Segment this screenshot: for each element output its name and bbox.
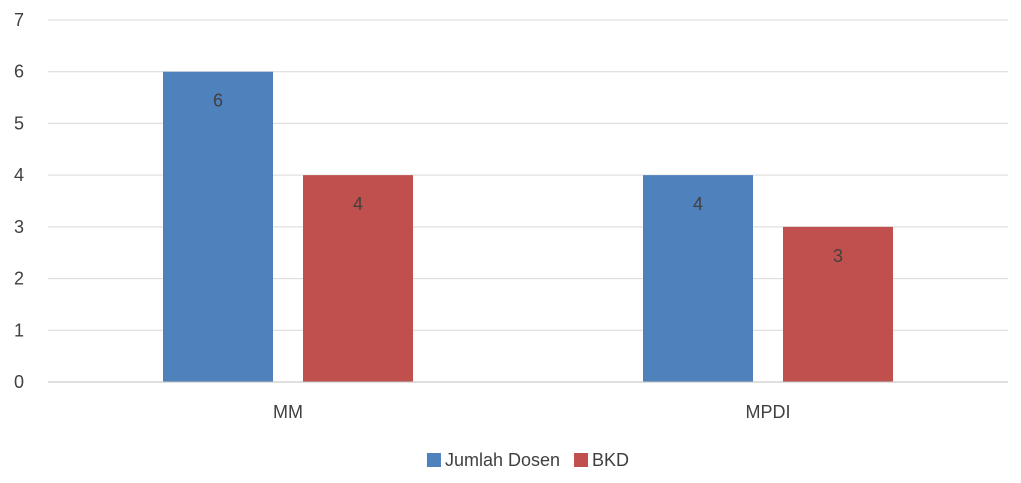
labels: 0 1 2 3 4 5 6 7 6 4 MM 4 3 MPDI bbox=[14, 10, 843, 422]
bars bbox=[163, 71, 893, 382]
data-label: 3 bbox=[833, 246, 843, 266]
y-tick-label: 0 bbox=[14, 372, 24, 392]
y-tick-label: 4 bbox=[14, 165, 24, 185]
y-tick-label: 2 bbox=[14, 269, 24, 289]
legend-item-jumlah-dosen: Jumlah Dosen bbox=[426, 450, 560, 470]
bar-mpdi-jumlah-dosen bbox=[643, 175, 753, 382]
bar-mpdi-bkd bbox=[783, 226, 893, 382]
y-tick-label: 3 bbox=[14, 217, 24, 237]
legend-swatch bbox=[426, 453, 441, 467]
data-label: 6 bbox=[213, 91, 223, 111]
y-tick-label: 7 bbox=[14, 10, 24, 30]
x-category-label: MM bbox=[273, 402, 303, 422]
legend: Jumlah Dosen BKD bbox=[426, 450, 629, 470]
y-tick-label: 5 bbox=[14, 113, 24, 133]
legend-label: Jumlah Dosen bbox=[445, 450, 560, 470]
bar-mm-bkd bbox=[303, 175, 413, 382]
legend-swatch bbox=[574, 453, 589, 467]
bar-mm-jumlah-dosen bbox=[163, 71, 273, 382]
data-label: 4 bbox=[693, 194, 703, 214]
legend-label: BKD bbox=[592, 450, 629, 470]
y-tick-label: 1 bbox=[14, 320, 24, 340]
legend-item-bkd: BKD bbox=[574, 450, 629, 470]
data-label: 4 bbox=[353, 194, 363, 214]
x-category-label: MPDI bbox=[746, 402, 791, 422]
y-tick-label: 6 bbox=[14, 62, 24, 82]
